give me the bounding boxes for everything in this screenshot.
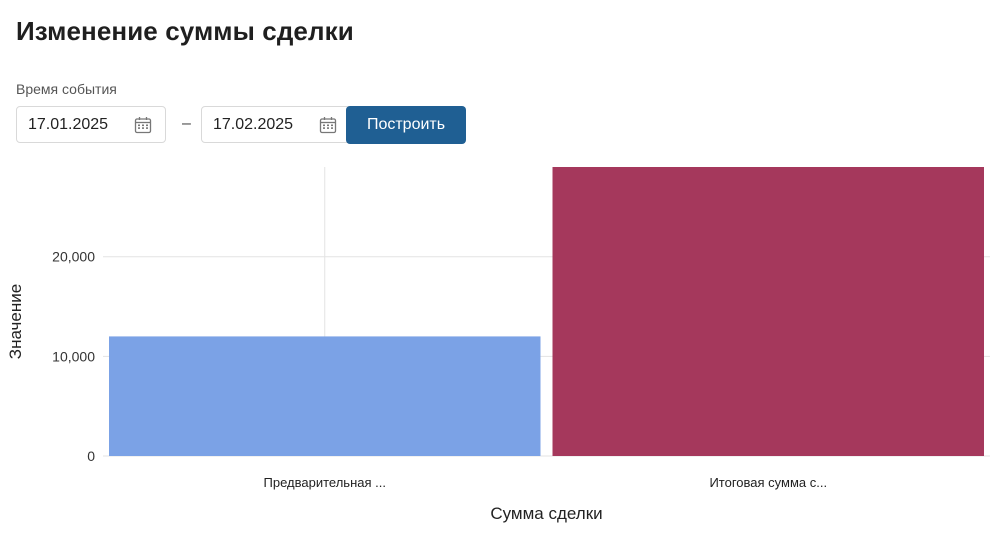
date-to-value: 17.02.2025	[213, 115, 294, 133]
date-from-input[interactable]: 17.01.2025	[16, 106, 166, 143]
y-tick-label: 20,000	[52, 249, 95, 265]
date-to-input[interactable]: 17.02.2025	[201, 106, 351, 143]
y-tick-label: 0	[87, 448, 95, 464]
date-from-value: 17.01.2025	[28, 115, 109, 133]
calendar-icon[interactable]	[318, 115, 338, 135]
x-tick-label: Итоговая сумма с...	[709, 475, 827, 490]
calendar-icon[interactable]	[133, 115, 153, 135]
bar-chart: 0 10,000 20,000 Предварительная ... Итоговая…	[6, 167, 990, 523]
page-title: Изменение суммы сделки	[16, 16, 354, 46]
bar	[552, 167, 984, 456]
event-time-label: Время события	[16, 81, 117, 97]
y-tick-label: 10,000	[52, 348, 95, 364]
build-button[interactable]: Построить	[346, 106, 466, 144]
y-axis-title: Значение	[6, 284, 25, 359]
x-tick-label: Предварительная ...	[264, 475, 386, 490]
x-axis-title: Сумма сделки	[490, 504, 602, 523]
date-range-separator: –	[182, 115, 191, 132]
bar	[109, 336, 541, 456]
